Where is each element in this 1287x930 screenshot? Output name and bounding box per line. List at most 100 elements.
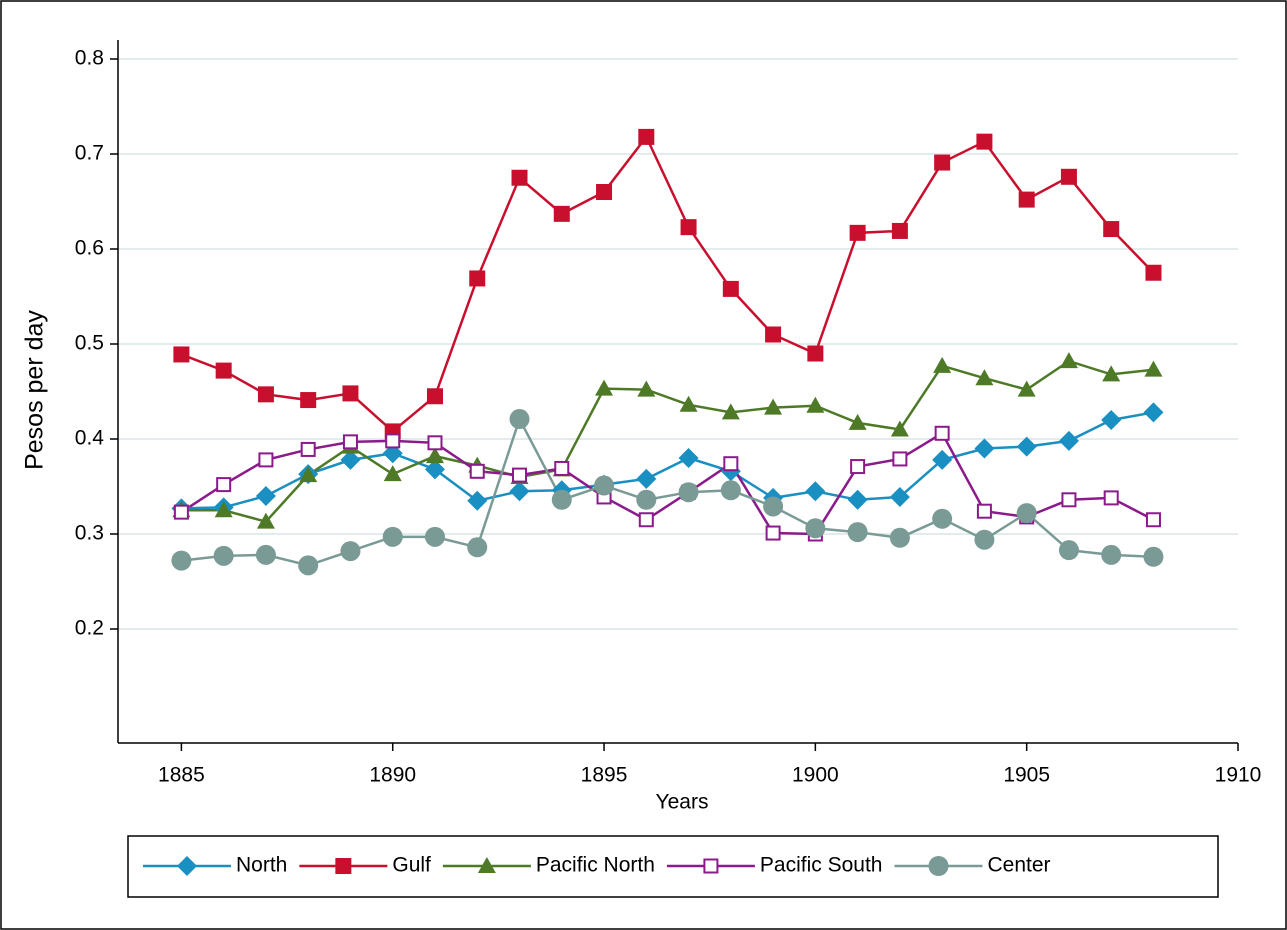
marker bbox=[427, 435, 443, 451]
marker bbox=[763, 496, 784, 517]
marker bbox=[469, 463, 485, 479]
legend-label: North bbox=[236, 854, 287, 877]
x-tick-label: 1905 bbox=[1003, 764, 1050, 787]
marker bbox=[1058, 430, 1079, 451]
x-tick-label: 1910 bbox=[1215, 764, 1262, 787]
marker bbox=[807, 345, 824, 362]
x-tick-label: 1895 bbox=[581, 764, 628, 787]
marker bbox=[805, 481, 826, 502]
marker bbox=[1144, 360, 1163, 377]
marker bbox=[385, 433, 401, 449]
marker bbox=[850, 459, 866, 475]
marker bbox=[764, 398, 783, 415]
legend-label: Pacific North bbox=[536, 854, 655, 877]
marker bbox=[509, 409, 530, 430]
marker bbox=[636, 489, 657, 510]
marker bbox=[467, 537, 488, 558]
marker bbox=[932, 449, 953, 470]
marker bbox=[638, 128, 655, 145]
y-tick-label: 0.4 bbox=[75, 427, 105, 450]
marker bbox=[425, 447, 444, 464]
marker bbox=[974, 438, 995, 459]
marker bbox=[551, 489, 572, 510]
marker bbox=[891, 222, 908, 239]
marker bbox=[383, 465, 402, 482]
legend-label: Center bbox=[988, 854, 1051, 877]
marker bbox=[1103, 490, 1119, 506]
marker bbox=[595, 379, 614, 396]
marker bbox=[849, 224, 866, 241]
marker bbox=[638, 512, 654, 528]
marker bbox=[678, 482, 699, 503]
marker bbox=[847, 522, 868, 543]
marker bbox=[932, 508, 953, 529]
marker bbox=[1059, 352, 1078, 369]
marker bbox=[892, 451, 908, 467]
legend-marker bbox=[703, 858, 719, 874]
marker bbox=[298, 555, 319, 576]
marker bbox=[976, 133, 993, 150]
marker bbox=[1145, 512, 1161, 528]
y-tick-label: 0.6 bbox=[75, 237, 104, 260]
marker bbox=[975, 369, 994, 386]
marker bbox=[722, 280, 739, 297]
marker bbox=[721, 403, 740, 420]
marker bbox=[382, 526, 403, 547]
marker bbox=[848, 413, 867, 430]
marker bbox=[340, 541, 361, 562]
marker bbox=[934, 425, 950, 441]
marker bbox=[889, 486, 910, 507]
y-tick-label: 0.3 bbox=[75, 522, 104, 545]
marker bbox=[847, 489, 868, 510]
marker bbox=[720, 480, 741, 501]
marker bbox=[976, 503, 992, 519]
x-tick-label: 1890 bbox=[369, 764, 416, 787]
marker bbox=[1061, 492, 1077, 508]
marker bbox=[594, 475, 615, 496]
marker bbox=[255, 486, 276, 506]
marker bbox=[679, 395, 698, 412]
legend-marker bbox=[335, 858, 352, 874]
marker bbox=[257, 386, 274, 403]
marker bbox=[1103, 221, 1120, 238]
y-tick-label: 0.7 bbox=[75, 142, 104, 165]
marker bbox=[342, 385, 359, 402]
x-axis-label: Years bbox=[656, 791, 709, 814]
marker bbox=[214, 501, 233, 518]
marker bbox=[765, 326, 782, 343]
marker bbox=[1145, 264, 1162, 281]
marker bbox=[637, 380, 656, 397]
legend-marker bbox=[177, 856, 197, 876]
marker bbox=[1018, 191, 1035, 208]
marker bbox=[554, 460, 570, 476]
marker bbox=[256, 512, 275, 529]
marker bbox=[805, 518, 826, 539]
marker bbox=[1058, 540, 1079, 561]
marker bbox=[424, 459, 445, 480]
marker bbox=[342, 434, 358, 450]
marker bbox=[258, 452, 274, 468]
legend-marker bbox=[928, 856, 949, 876]
marker bbox=[889, 527, 910, 548]
y-tick-label: 0.2 bbox=[75, 617, 104, 640]
marker bbox=[933, 356, 952, 373]
marker bbox=[1016, 503, 1037, 524]
marker bbox=[340, 449, 361, 470]
x-tick-label: 1885 bbox=[158, 764, 205, 787]
marker bbox=[173, 346, 190, 363]
marker bbox=[890, 420, 909, 437]
marker bbox=[299, 466, 318, 483]
legend-marker bbox=[477, 857, 496, 873]
marker bbox=[806, 396, 825, 413]
marker bbox=[1143, 546, 1164, 567]
marker bbox=[1101, 544, 1122, 565]
marker bbox=[765, 525, 781, 541]
marker bbox=[173, 504, 189, 520]
y-tick-label: 0.5 bbox=[75, 332, 104, 355]
marker bbox=[1101, 410, 1122, 430]
marker bbox=[255, 544, 276, 565]
marker bbox=[512, 467, 528, 483]
marker bbox=[511, 169, 528, 186]
